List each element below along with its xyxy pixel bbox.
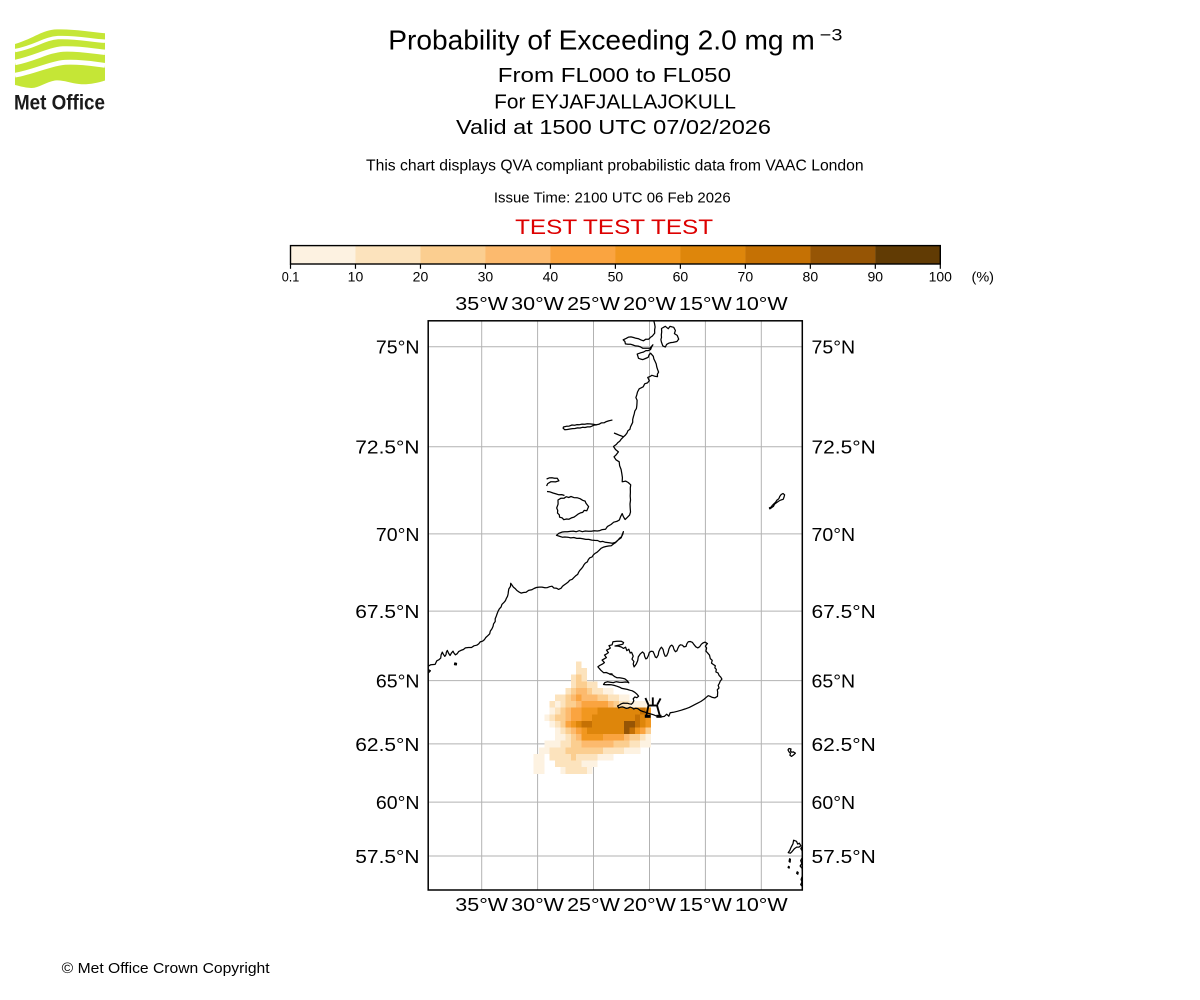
svg-text:100: 100 <box>929 269 952 284</box>
svg-text:10: 10 <box>348 269 364 284</box>
svg-text:75°N: 75°N <box>812 337 856 358</box>
svg-text:15°W: 15°W <box>679 894 732 915</box>
svg-text:Issue Time: 2100 UTC 06 Feb 20: Issue Time: 2100 UTC 06 Feb 2026 <box>494 191 731 207</box>
svg-text:65°N: 65°N <box>812 671 856 692</box>
svg-text:60°N: 60°N <box>812 792 856 813</box>
svg-text:30°W: 30°W <box>511 894 564 915</box>
svg-text:60°N: 60°N <box>376 792 420 813</box>
svg-text:10°W: 10°W <box>735 894 788 915</box>
svg-text:© Met Office Crown Copyright: © Met Office Crown Copyright <box>62 961 270 977</box>
svg-text:TEST TEST TEST: TEST TEST TEST <box>515 214 713 239</box>
svg-text:0.1: 0.1 <box>282 269 300 284</box>
svg-text:This chart displays QVA compli: This chart displays QVA compliant probab… <box>366 157 864 174</box>
svg-text:For EYJAFJALLAJOKULL: For EYJAFJALLAJOKULL <box>494 90 736 113</box>
svg-text:80: 80 <box>803 269 819 284</box>
svg-text:75°N: 75°N <box>376 337 420 358</box>
svg-text:Valid at 1500 UTC 07/02/2026: Valid at 1500 UTC 07/02/2026 <box>456 116 771 139</box>
svg-text:30: 30 <box>478 269 494 284</box>
svg-text:70°N: 70°N <box>376 524 420 545</box>
svg-text:60: 60 <box>673 269 689 284</box>
svg-text:90: 90 <box>868 269 884 284</box>
svg-text:70°N: 70°N <box>812 524 856 545</box>
svg-text:30°W: 30°W <box>511 293 564 314</box>
svg-text:Probability of Exceeding 2.0 m: Probability of Exceeding 2.0 mg m <box>388 24 815 55</box>
svg-text:67.5°N: 67.5°N <box>355 601 419 622</box>
svg-text:20°W: 20°W <box>623 894 676 915</box>
svg-text:62.5°N: 62.5°N <box>812 734 876 755</box>
svg-text:−3: −3 <box>820 26 843 45</box>
svg-text:(%): (%) <box>972 269 995 284</box>
svg-text:From FL000 to FL050: From FL000 to FL050 <box>498 64 731 87</box>
svg-text:20°W: 20°W <box>623 293 676 314</box>
svg-text:40: 40 <box>543 269 559 284</box>
svg-text:70: 70 <box>738 269 754 284</box>
svg-text:10°W: 10°W <box>735 293 788 314</box>
svg-text:50: 50 <box>608 269 624 284</box>
svg-text:35°W: 35°W <box>455 894 508 915</box>
svg-text:72.5°N: 72.5°N <box>812 437 876 458</box>
svg-text:57.5°N: 57.5°N <box>355 846 419 867</box>
svg-text:57.5°N: 57.5°N <box>812 846 876 867</box>
svg-text:20: 20 <box>413 269 429 284</box>
svg-text:65°N: 65°N <box>376 671 420 692</box>
svg-text:15°W: 15°W <box>679 293 732 314</box>
svg-text:Met Office: Met Office <box>14 91 105 115</box>
svg-text:67.5°N: 67.5°N <box>812 601 876 622</box>
svg-text:25°W: 25°W <box>567 293 620 314</box>
svg-text:72.5°N: 72.5°N <box>355 437 419 458</box>
svg-text:62.5°N: 62.5°N <box>355 734 419 755</box>
svg-text:35°W: 35°W <box>455 293 508 314</box>
svg-text:25°W: 25°W <box>567 894 620 915</box>
